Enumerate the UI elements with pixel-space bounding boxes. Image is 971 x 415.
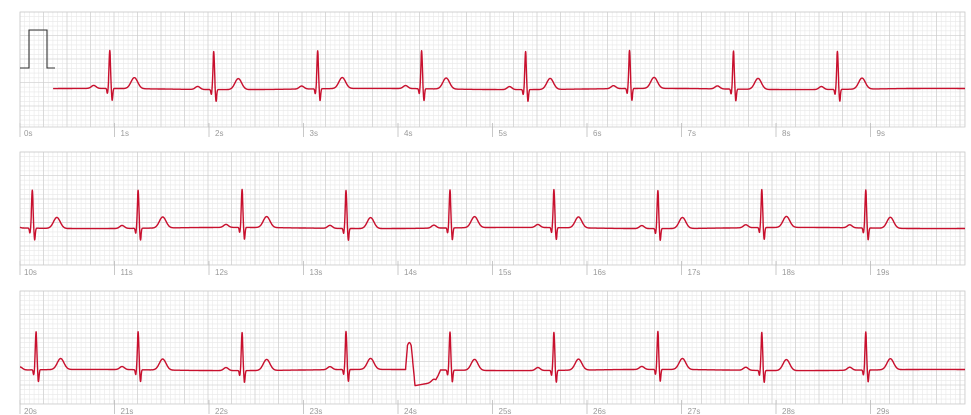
tick-label: 19s: [877, 268, 890, 277]
tick-label: 22s: [215, 407, 228, 415]
tick-label: 6s: [593, 129, 601, 138]
tick-label: 13s: [310, 268, 323, 277]
tick-label: 5s: [499, 129, 507, 138]
tick-label: 25s: [499, 407, 512, 415]
tick-label: 3s: [310, 129, 318, 138]
calibration-pulse: [20, 29, 55, 69]
tick-label: 20s: [24, 407, 37, 415]
ecg-strip-2: 10s 11s 12s 13s 14s 15s 16s 17s 18s 19s: [19, 151, 966, 277]
tick-label: 12s: [215, 268, 228, 277]
grid: [19, 151, 966, 266]
tick-label: 26s: [593, 407, 606, 415]
tick-label: 4s: [404, 129, 412, 138]
tick-label: 14s: [404, 268, 417, 277]
tick-label: 8s: [782, 129, 790, 138]
grid: [19, 290, 966, 405]
tick-label: 16s: [593, 268, 606, 277]
tick-label: 1s: [121, 129, 129, 138]
tick-label: 17s: [688, 268, 701, 277]
tick-label: 9s: [877, 129, 885, 138]
tick-label: 27s: [688, 407, 701, 415]
tick-label: 21s: [121, 407, 134, 415]
tick-label: 18s: [782, 268, 795, 277]
tick-label: 29s: [877, 407, 890, 415]
tick-label: 0s: [24, 129, 32, 138]
tick-label: 15s: [499, 268, 512, 277]
tick-label: 7s: [688, 129, 696, 138]
ecg-strip-3: 20s 21s 22s 23s 24s 25s 26s 27s 28s 29s: [19, 290, 966, 415]
ecg-strip-1: 0s 1s 2s 3s 4s 5s 6s 7s 8s 9s: [19, 11, 966, 138]
tick-label: 2s: [215, 129, 223, 138]
tick-label: 23s: [310, 407, 323, 415]
tick-label: 11s: [121, 268, 133, 277]
tick-label: 28s: [782, 407, 795, 415]
tick-label: 10s: [24, 268, 37, 277]
ecg-trace: [19, 188, 966, 242]
grid: [19, 11, 966, 128]
ecg-trace: [52, 49, 966, 103]
tick-label: 24s: [404, 407, 417, 415]
ecg-trace: [19, 330, 966, 387]
